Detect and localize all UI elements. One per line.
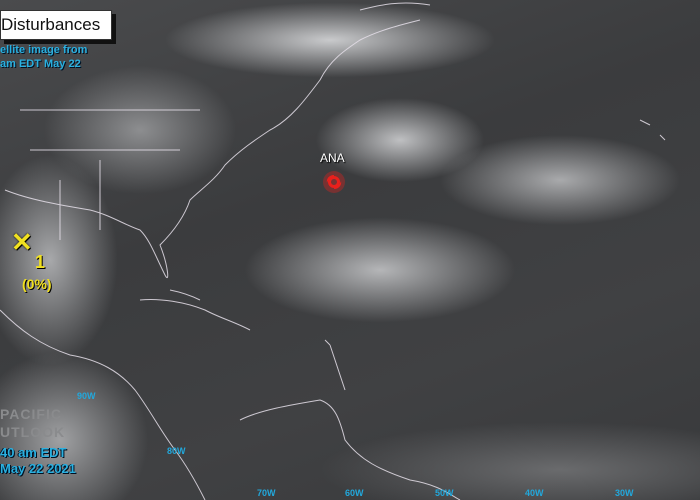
disturbance-number[interactable]: 1 xyxy=(35,252,46,272)
timestamp-time: 40 am EDT xyxy=(0,445,67,460)
longitude-label: 30W xyxy=(615,488,634,498)
storm-name-label[interactable]: ANA xyxy=(320,151,345,165)
pacific-outlook-line1[interactable]: PACIFIC xyxy=(0,406,62,422)
timestamp-date: May 22 2021 xyxy=(0,461,76,476)
longitude-label: 60W xyxy=(345,488,364,498)
longitude-label: 70W xyxy=(257,488,276,498)
title: Disturbances xyxy=(1,15,101,34)
longitude-label: 90W xyxy=(77,391,96,401)
title-box: Disturbances xyxy=(0,10,112,40)
pacific-outlook-line2[interactable]: UTLOOK xyxy=(0,424,66,440)
disturbance-chance: (0%) xyxy=(22,276,52,292)
satellite-caption-line2: am EDT May 22 xyxy=(0,58,81,70)
longitude-label: 50W xyxy=(435,488,454,498)
longitude-label: 80W xyxy=(167,446,186,456)
x-mark-icon[interactable]: ✕ xyxy=(11,227,33,257)
longitude-label: 40W xyxy=(525,488,544,498)
tropical-storm-icon[interactable] xyxy=(322,170,346,194)
satellite-caption-line1: ellite image from xyxy=(0,44,88,56)
